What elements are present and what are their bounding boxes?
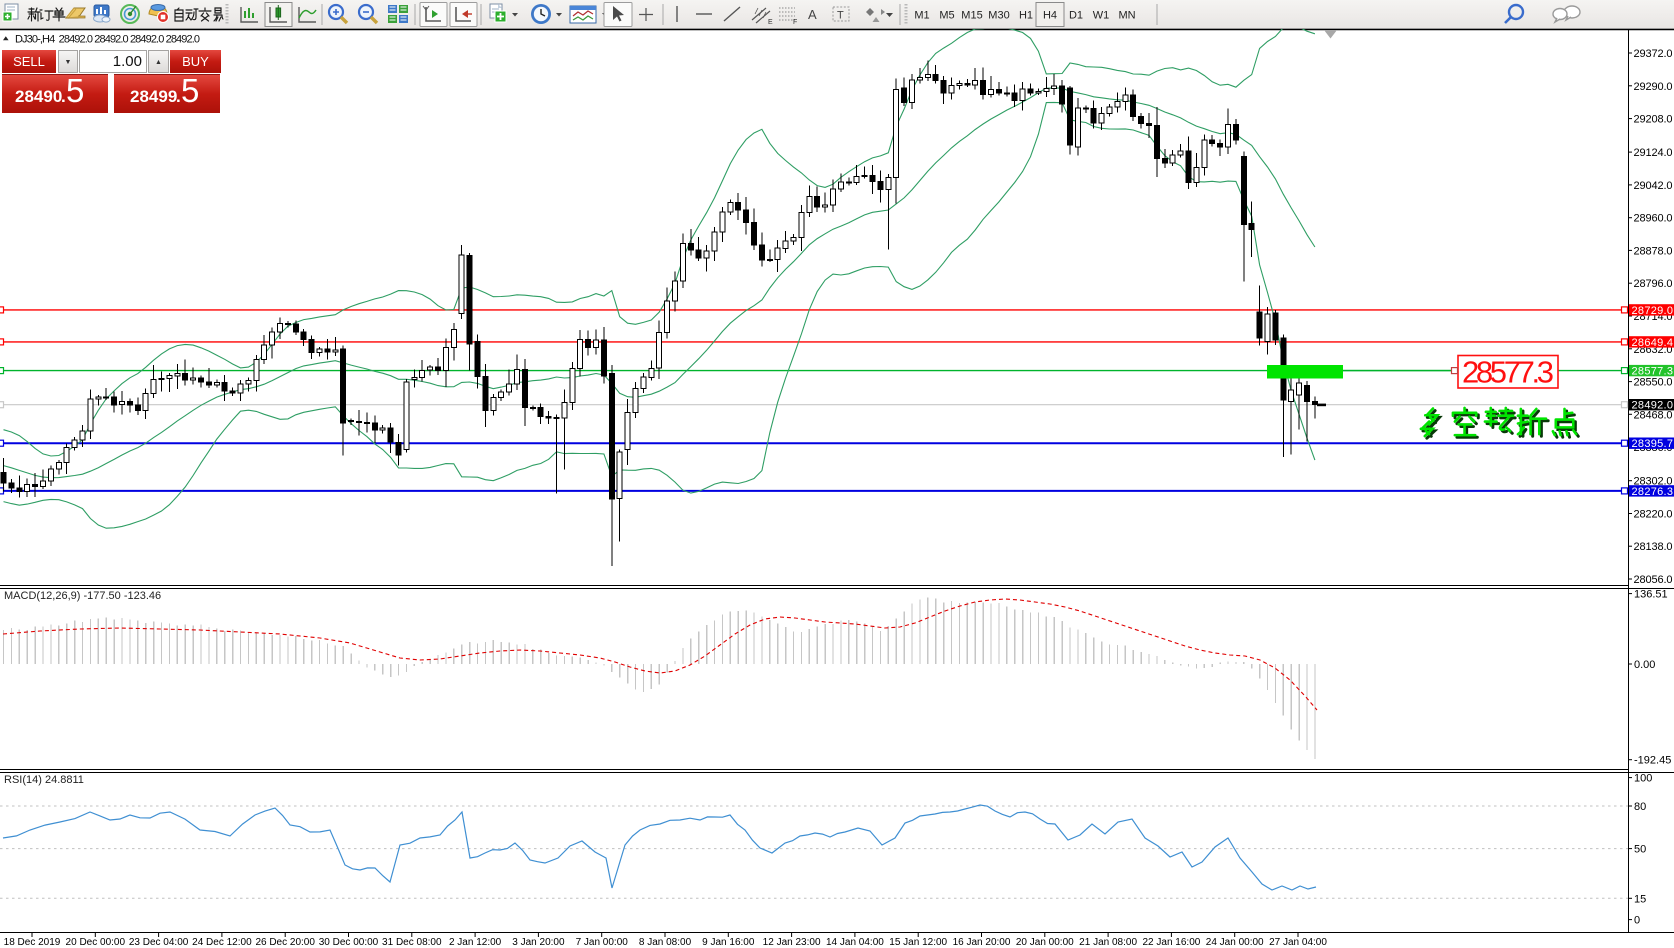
- svg-text:M15: M15: [961, 10, 982, 22]
- svg-text:MN: MN: [1118, 10, 1135, 22]
- svg-text:27 Jan 04:00: 27 Jan 04:00: [1269, 937, 1327, 948]
- svg-text:3 Jan 20:00: 3 Jan 20:00: [512, 937, 565, 948]
- svg-text:W1: W1: [1093, 10, 1110, 22]
- svg-text:-192.45: -192.45: [1634, 755, 1671, 767]
- svg-text:50: 50: [1634, 844, 1646, 856]
- svg-text:15 Jan 12:00: 15 Jan 12:00: [889, 937, 947, 948]
- svg-text:20 Jan 00:00: 20 Jan 00:00: [1016, 937, 1074, 948]
- svg-text:28395.7: 28395.7: [1632, 438, 1674, 450]
- svg-text:9 Jan 16:00: 9 Jan 16:00: [702, 937, 755, 948]
- svg-text:28302.0: 28302.0: [1634, 476, 1673, 488]
- svg-text:22 Jan 16:00: 22 Jan 16:00: [1142, 937, 1200, 948]
- svg-text:28577.3: 28577.3: [1462, 355, 1554, 390]
- svg-text:15: 15: [1634, 893, 1646, 905]
- svg-text:16 Jan 20:00: 16 Jan 20:00: [953, 937, 1011, 948]
- svg-text:23 Dec 04:00: 23 Dec 04:00: [129, 937, 189, 948]
- svg-text:30 Dec 00:00: 30 Dec 00:00: [319, 937, 379, 948]
- svg-text:M30: M30: [988, 10, 1009, 22]
- svg-text:DJ30-,H4 28492.0 28492.0 2849: DJ30-,H4 28492.0 28492.0 28492.0 28492.0: [15, 34, 200, 46]
- svg-text:29042.0: 29042.0: [1634, 180, 1673, 192]
- svg-text:28468.0: 28468.0: [1634, 409, 1673, 421]
- svg-text:80: 80: [1634, 801, 1646, 813]
- svg-text:29372.0: 29372.0: [1634, 48, 1673, 60]
- svg-text:H4: H4: [1043, 10, 1057, 22]
- svg-text:28796.0: 28796.0: [1634, 278, 1673, 290]
- svg-text:31 Dec 08:00: 31 Dec 08:00: [382, 937, 442, 948]
- svg-text:100: 100: [1634, 773, 1652, 785]
- svg-text:M1: M1: [914, 10, 929, 22]
- svg-text:F: F: [793, 19, 797, 26]
- svg-text:28138.0: 28138.0: [1634, 541, 1673, 553]
- svg-text:28577.3: 28577.3: [1632, 366, 1674, 378]
- svg-text:H1: H1: [1019, 10, 1033, 22]
- svg-text:RSI(14) 24.8811: RSI(14) 24.8811: [4, 774, 84, 786]
- svg-text:24 Dec 12:00: 24 Dec 12:00: [192, 937, 252, 948]
- svg-text:28960.0: 28960.0: [1634, 213, 1673, 225]
- svg-text:20 Dec 00:00: 20 Dec 00:00: [66, 937, 126, 948]
- svg-text:21 Jan 08:00: 21 Jan 08:00: [1079, 937, 1137, 948]
- svg-text:28056.0: 28056.0: [1634, 574, 1673, 586]
- svg-text:E: E: [768, 19, 773, 26]
- svg-text:28649.4: 28649.4: [1632, 337, 1674, 349]
- svg-text:28729.0: 28729.0: [1632, 305, 1674, 317]
- svg-text:28220.0: 28220.0: [1634, 509, 1673, 521]
- svg-text:136.51: 136.51: [1634, 589, 1668, 601]
- svg-text:26 Dec 20:00: 26 Dec 20:00: [255, 937, 315, 948]
- svg-text:28492.0: 28492.0: [1632, 400, 1674, 412]
- svg-text:14 Jan 04:00: 14 Jan 04:00: [826, 937, 884, 948]
- svg-text:28550.0: 28550.0: [1634, 377, 1673, 389]
- svg-text:T: T: [837, 10, 844, 22]
- svg-text:2 Jan 12:00: 2 Jan 12:00: [449, 937, 502, 948]
- svg-text:12 Jan 23:00: 12 Jan 23:00: [763, 937, 821, 948]
- svg-text:29208.0: 29208.0: [1634, 114, 1673, 126]
- svg-text:7 Jan 00:00: 7 Jan 00:00: [576, 937, 629, 948]
- svg-text:24 Jan 00:00: 24 Jan 00:00: [1206, 937, 1264, 948]
- svg-text:A: A: [808, 7, 817, 22]
- svg-text:28878.0: 28878.0: [1634, 245, 1673, 257]
- svg-text:28276.3: 28276.3: [1632, 486, 1674, 498]
- svg-text:18 Dec 2019: 18 Dec 2019: [4, 937, 61, 948]
- svg-text:29124.0: 29124.0: [1634, 147, 1673, 159]
- svg-text:M5: M5: [939, 10, 954, 22]
- svg-text:8 Jan 08:00: 8 Jan 08:00: [639, 937, 692, 948]
- svg-text:MACD(12,26,9) -177.50 -123.46: MACD(12,26,9) -177.50 -123.46: [4, 590, 161, 602]
- svg-text:29290.0: 29290.0: [1634, 81, 1673, 93]
- svg-text:0: 0: [1634, 915, 1640, 927]
- svg-text:D1: D1: [1069, 10, 1083, 22]
- svg-text:0.00: 0.00: [1634, 659, 1655, 671]
